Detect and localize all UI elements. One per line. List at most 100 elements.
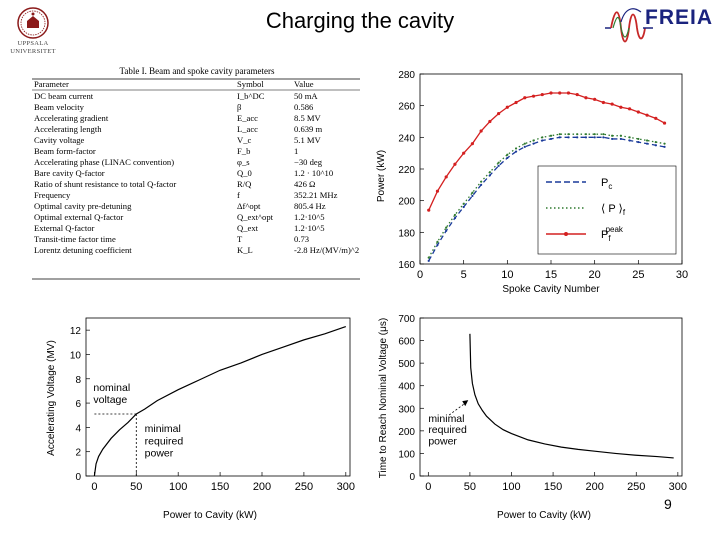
- annotation-power: power: [145, 448, 174, 460]
- data-point: [462, 205, 465, 209]
- x-axis-label: Power to Cavity (kW): [497, 510, 591, 521]
- data-point: [453, 162, 457, 166]
- y-axis-label: Power (kW): [376, 150, 387, 202]
- series-line: [428, 133, 665, 258]
- annotation-nominal: nominal: [93, 382, 130, 394]
- x-tick-label: 200: [253, 481, 271, 493]
- data-point: [427, 259, 430, 262]
- table-cell: Q_ext^opt: [237, 212, 274, 222]
- data-point: [523, 96, 527, 100]
- table-cell: E_acc: [237, 113, 258, 123]
- data-point: [619, 137, 622, 141]
- table-cell: f: [237, 190, 240, 200]
- table-cell: I_b^DC: [237, 91, 265, 101]
- table-row: Bare cavity Q-factor Q_0 1.2 · 10^10: [32, 168, 362, 179]
- data-point: [575, 92, 579, 97]
- annotation-arrowhead: [462, 400, 469, 407]
- data-point: [602, 133, 605, 136]
- data-point: [663, 145, 666, 148]
- table-cell: Beam form-factor: [34, 146, 96, 156]
- data-point: [584, 96, 588, 100]
- data-point: [558, 91, 562, 95]
- y-tick-label: 300: [398, 404, 415, 415]
- y-tick-label: 2: [75, 448, 81, 459]
- slide-title: Charging the cavity: [265, 8, 455, 33]
- data-point: [645, 139, 649, 142]
- y-tick-label: 0: [75, 472, 81, 483]
- data-point: [628, 107, 632, 111]
- data-point: [549, 91, 553, 95]
- logo-line-1: UPPSALA: [17, 40, 49, 47]
- table-cell: φ_s: [237, 157, 250, 167]
- data-point: [628, 139, 631, 142]
- x-tick-label: 100: [169, 481, 187, 493]
- x-axis-label: Spoke Cavity Number: [502, 284, 600, 295]
- data-point: [532, 139, 535, 142]
- table-cell: 1.2·10^5: [294, 212, 325, 222]
- data-point: [480, 180, 483, 183]
- data-point: [558, 133, 561, 136]
- x-tick-label: 150: [544, 481, 562, 493]
- y-tick-label: 6: [75, 399, 81, 410]
- table-header-row: Parameter Symbol Value: [32, 79, 362, 90]
- data-point: [445, 229, 448, 232]
- x-tick-label: 25: [632, 269, 644, 281]
- y-tick-label: 500: [398, 359, 415, 370]
- data-point: [636, 110, 640, 114]
- table-row: Beam form-factor F_b 1: [32, 146, 362, 157]
- time-vs-power-chart: Time to Reach Nominal Voltage (μs) Power…: [378, 314, 687, 521]
- table-cell: 5.1 MV: [294, 135, 321, 145]
- data-point: [628, 136, 631, 139]
- legend-label: Pc: [601, 177, 612, 191]
- table-cell: Cavity voltage: [34, 135, 85, 145]
- x-tick-label: 10: [501, 269, 513, 281]
- data-point: [497, 164, 500, 167]
- table-cell: R/Q: [237, 179, 252, 189]
- table-cell: Optimal external Q-factor: [34, 212, 124, 222]
- data-point: [654, 140, 657, 144]
- table-cell: 1.2·10^5: [294, 223, 325, 233]
- table-row: DC beam current I_b^DC 50 mA: [32, 91, 362, 102]
- data-point: [584, 133, 588, 136]
- table-cell: DC beam current: [34, 91, 94, 101]
- table-cell: Q_0: [237, 168, 252, 178]
- x-tick-label: 0: [425, 481, 431, 493]
- table-row: External Q-factor Q_ext 1.2·10^5: [32, 223, 362, 234]
- x-tick-label: 300: [337, 481, 355, 493]
- data-point: [611, 134, 614, 137]
- data-point: [523, 142, 526, 145]
- table-cell: Beam velocity: [34, 102, 84, 112]
- x-tick-label: 50: [130, 481, 142, 493]
- data-point: [497, 161, 500, 164]
- table-cell: Transit-time factor time: [34, 234, 116, 244]
- y-tick-label: 8: [75, 375, 81, 386]
- table-cell: 352.21 MHz: [294, 190, 338, 200]
- table-rules: [32, 78, 360, 280]
- data-point: [427, 256, 430, 259]
- table-cell: Δf^opt: [237, 201, 261, 211]
- x-tick-label: 15: [545, 269, 557, 281]
- x-tick-label: 300: [669, 481, 687, 493]
- y-tick-label: 700: [398, 314, 415, 325]
- y-tick-label: 240: [398, 133, 415, 144]
- data-point: [531, 94, 536, 98]
- page-number: 9: [664, 496, 672, 512]
- parameter-table: Table I. Beam and spoke cavity parameter…: [32, 66, 362, 286]
- x-tick-label: 0: [91, 481, 97, 493]
- data-point: [619, 105, 623, 109]
- legend-label: Pfpeak: [601, 225, 624, 243]
- data-point: [436, 243, 439, 247]
- table-cell: L_acc: [237, 124, 258, 134]
- data-point: [480, 183, 483, 186]
- data-point: [505, 105, 509, 109]
- data-point: [435, 189, 440, 193]
- data-point: [506, 153, 509, 156]
- y-axis-label: Time to Reach Nominal Voltage (μs): [378, 318, 389, 478]
- annotation-minimal: minimal: [428, 413, 464, 425]
- data-point: [645, 113, 649, 117]
- data-point: [645, 142, 649, 145]
- table-row: Ratio of shunt resistance to total Q-fac…: [32, 179, 362, 190]
- table-cell: -2.8 Hz/(MV/m)^2: [294, 245, 360, 255]
- table-row: Accelerating phase (LINAC convention) φ_s…: [32, 157, 362, 168]
- y-tick-label: 200: [398, 427, 415, 438]
